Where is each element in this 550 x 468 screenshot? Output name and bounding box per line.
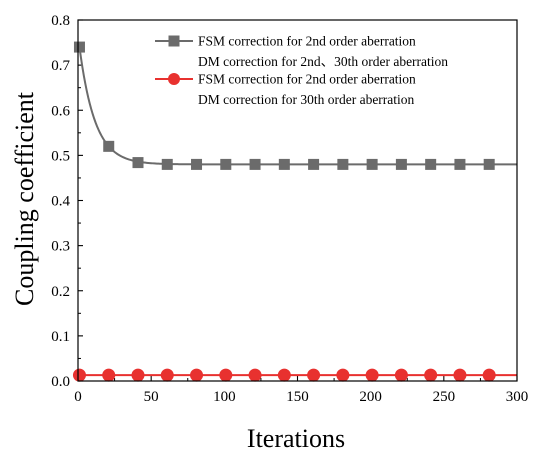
legend-marker-circle <box>168 73 180 85</box>
series-2-point <box>248 368 262 382</box>
series-1-point <box>454 158 466 170</box>
y-tick-label: 0.0 <box>51 374 70 390</box>
x-tick-label: 0 <box>74 389 82 405</box>
series-2-point <box>131 368 145 382</box>
series-2-point <box>160 368 174 382</box>
series-1-line <box>78 46 517 166</box>
series-1-point <box>249 158 261 170</box>
series-2-point <box>190 368 204 382</box>
x-tick-label: 150 <box>286 389 309 405</box>
plot-frame <box>77 19 518 382</box>
series-2-point <box>336 368 350 382</box>
series-2-point <box>72 368 86 382</box>
series-1-point <box>483 158 495 170</box>
series-1-point <box>191 158 203 170</box>
x-tick-label: 50 <box>144 389 159 405</box>
series-2-point <box>365 368 379 382</box>
series-1-point <box>103 140 115 152</box>
y-tick-label: 0.7 <box>51 58 70 74</box>
series-1-point <box>366 158 378 170</box>
series-layer <box>72 41 517 382</box>
series-2-point <box>453 368 467 382</box>
series-1-point <box>425 158 437 170</box>
legend: FSM correction for 2nd order aberration … <box>155 34 448 107</box>
series-2-point <box>307 368 321 382</box>
x-tick-label: 250 <box>433 389 456 405</box>
legend-marker-square <box>168 35 180 47</box>
legend-label-series-2-line-2: DM correction for 30th order aberration <box>198 92 415 107</box>
series-1-point <box>73 41 85 53</box>
legend-label-series-1-line-2: DM correction for 2nd、30th order aberrat… <box>198 54 448 69</box>
series-1-point <box>161 158 173 170</box>
series-1-point <box>278 158 290 170</box>
y-axis-title: Coupling coefficient <box>10 91 39 306</box>
series-2-point <box>277 368 291 382</box>
series-1-point <box>395 158 407 170</box>
series-2-point <box>219 368 233 382</box>
y-tick-label: 0.4 <box>51 194 70 210</box>
series-2-point <box>482 368 496 382</box>
y-tick-label: 0.6 <box>51 103 70 119</box>
series-2-point <box>394 368 408 382</box>
axis-ticks: 0 50 100 150 200 250 300 0.0 0.1 0.2 0.3 0.4 0.5 0.6 0… <box>51 13 528 405</box>
series-2-point <box>424 368 438 382</box>
y-tick-label: 0.5 <box>51 148 70 164</box>
x-tick-label: 200 <box>359 389 382 405</box>
series-1-point <box>337 158 349 170</box>
y-tick-label: 0.3 <box>51 239 70 255</box>
series-1-point <box>308 158 320 170</box>
y-tick-label: 0.8 <box>51 13 70 29</box>
series-1-point <box>220 158 232 170</box>
x-tick-label: 100 <box>213 389 236 405</box>
x-axis-title: Iterations <box>247 424 345 453</box>
series-1-point <box>132 157 144 169</box>
series-2-point <box>102 368 116 382</box>
y-tick-label: 0.1 <box>51 329 70 345</box>
x-tick-label: 300 <box>506 389 529 405</box>
legend-label-series-1-line-1: FSM correction for 2nd order aberration <box>198 34 416 49</box>
y-tick-label: 0.2 <box>51 284 70 300</box>
legend-label-series-2-line-1: FSM correction for 2nd order aberration <box>198 72 416 87</box>
